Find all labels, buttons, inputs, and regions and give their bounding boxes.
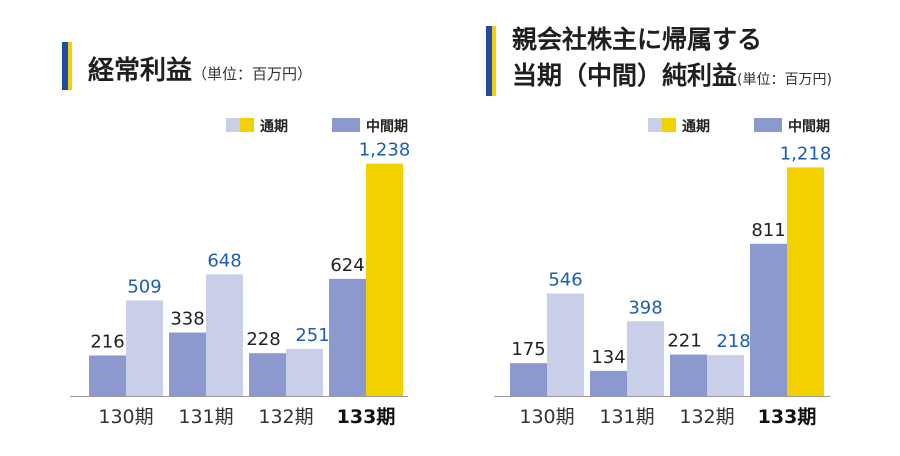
net-income-chart: 通期 中間期 175 546 130期 134 398 131期 221 218 132期 811 1,…	[494, 118, 831, 428]
bar-full-year	[787, 167, 824, 396]
value-label-half: 134	[591, 347, 625, 368]
value-label-full: 1,238	[359, 140, 411, 161]
legend-swatch-full-current	[240, 118, 254, 132]
ordinary-profit-panel: 経常利益（単位：百万円） 通期 中間期 216 509 130期 338 648 131期 22…	[62, 42, 410, 428]
bar-half-year	[249, 353, 286, 396]
category-label: 131期	[178, 406, 233, 428]
value-label-full: 251	[295, 325, 329, 346]
value-label-half: 175	[511, 339, 545, 360]
bar-half-year	[750, 243, 787, 396]
value-label-full: 546	[548, 270, 582, 291]
bar-half-year	[329, 278, 366, 396]
bar-full-year	[707, 355, 744, 396]
legend-swatch-half	[332, 118, 360, 132]
chart-unit: (単位：百万円)	[737, 72, 832, 88]
legend-label-half: 中間期	[788, 118, 830, 135]
value-label-half: 811	[751, 220, 785, 241]
legend-label-full: 通期	[260, 119, 288, 135]
bar-full-year	[126, 300, 163, 396]
legend-swatch-full-past	[226, 118, 240, 132]
value-label-half: 338	[170, 309, 204, 330]
value-label-full: 648	[207, 250, 241, 271]
bar-half-year	[169, 332, 206, 396]
legend: 通期 中間期	[648, 118, 830, 135]
category-label: 130期	[519, 406, 574, 428]
bar-full-year	[366, 163, 403, 396]
value-label-half: 228	[246, 329, 280, 350]
bar-full-year	[206, 274, 243, 396]
legend-label-full: 通期	[682, 119, 710, 135]
bar-group-131期: 338 648 131期	[169, 250, 243, 428]
category-label: 132期	[679, 406, 734, 428]
category-label: 133期	[337, 406, 396, 428]
net-income-panel: 親会社株主に帰属する 当期（中間）純利益(単位：百万円) 通期 中間期 175 546…	[450, 0, 900, 456]
category-label: 133期	[758, 406, 817, 428]
bar-half-year	[670, 354, 707, 396]
bar-full-year	[627, 321, 664, 396]
chart-title-line2: 当期（中間）純利益	[512, 61, 738, 90]
chart-title: 経常利益（単位：百万円）	[88, 50, 312, 87]
title-accent-bar	[62, 42, 72, 90]
bar-half-year	[510, 363, 547, 396]
category-label: 130期	[98, 406, 153, 428]
value-label-full: 218	[716, 331, 750, 352]
bar-group-131期: 134 398 131期	[590, 297, 664, 428]
bar-group-130期: 175 546 130期	[510, 270, 584, 428]
ordinary-profit-chart: 通期 中間期 216 509 130期 338 648 131期 228 251 132期 624 1,…	[70, 118, 410, 428]
legend-swatch-full-past	[648, 118, 662, 132]
chart-unit: （単位：百万円）	[192, 65, 313, 83]
bar-group-133期: 811 1,218 133期	[750, 143, 831, 428]
bar-group-132期: 228 251 132期	[246, 325, 329, 428]
legend-label-half: 中間期	[366, 118, 408, 135]
chart-title: 親会社株主に帰属する 当期（中間）純利益(単位：百万円)	[512, 22, 832, 98]
bar-half-year	[89, 355, 126, 396]
category-label: 131期	[599, 406, 654, 428]
value-label-half: 221	[667, 331, 701, 352]
bar-half-year	[590, 370, 627, 396]
value-label-full: 398	[628, 297, 662, 318]
value-label-half: 216	[90, 331, 124, 352]
bar-full-year	[286, 348, 323, 396]
bar-group-132期: 221 218 132期	[667, 331, 750, 428]
value-label-full: 1,218	[780, 143, 832, 164]
chart-title-text: 経常利益	[88, 56, 193, 86]
legend: 通期 中間期	[226, 118, 408, 135]
bar-group-130期: 216 509 130期	[89, 276, 163, 428]
value-label-half: 624	[330, 255, 364, 276]
bar-full-year	[547, 293, 584, 396]
value-label-full: 509	[127, 276, 161, 297]
category-label: 132期	[258, 406, 313, 428]
legend-swatch-half	[754, 118, 782, 132]
legend-swatch-full-current	[662, 118, 676, 132]
title-accent-bar	[486, 26, 496, 96]
chart-title-line1: 親会社株主に帰属する	[512, 25, 763, 54]
bar-group-133期: 624 1,238 133期	[329, 140, 410, 428]
